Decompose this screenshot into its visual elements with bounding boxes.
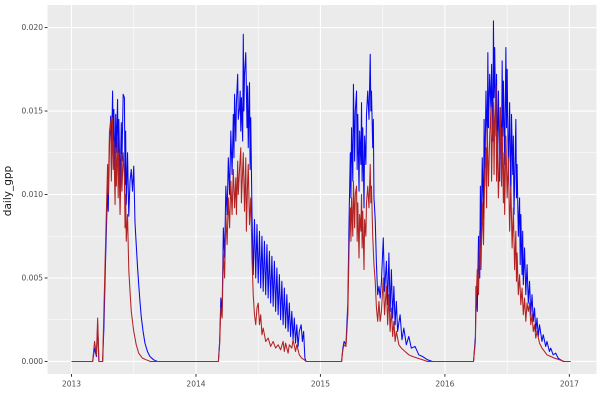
axis-labels: 2013 2014 2015 2016 2017 0.000 0.005 0.010 0.015… <box>22 23 580 388</box>
x-tick-label: 2013 <box>62 380 81 389</box>
x-tick-label: 2016 <box>435 380 454 389</box>
y-tick-label: 0.020 <box>22 23 44 32</box>
x-tick-label: 2014 <box>186 380 205 389</box>
y-tick-label: 0.015 <box>22 107 44 116</box>
y-tick-label: 0.010 <box>22 190 44 199</box>
y-axis-title: daily_gpp <box>2 165 14 216</box>
x-tick-label: 2015 <box>311 380 330 389</box>
gpp-series-red <box>71 85 571 363</box>
y-tick-label: 0.005 <box>22 274 44 283</box>
axis-ticks <box>44 27 570 377</box>
series-lines <box>71 20 571 363</box>
gpp-series-blue <box>71 20 571 363</box>
x-tick-label: 2017 <box>560 380 579 389</box>
y-tick-label: 0.000 <box>22 357 44 366</box>
